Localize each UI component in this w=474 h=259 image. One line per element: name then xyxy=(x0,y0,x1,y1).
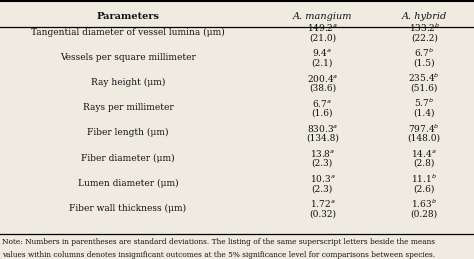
Text: Fiber length (μm): Fiber length (μm) xyxy=(87,128,169,138)
Text: Tangential diameter of vessel lumina (μm): Tangential diameter of vessel lumina (μm… xyxy=(31,28,225,37)
Text: (21.0): (21.0) xyxy=(309,33,336,42)
Text: 149.2$^{a}$: 149.2$^{a}$ xyxy=(307,22,338,33)
Text: 133.2$^{b}$: 133.2$^{b}$ xyxy=(409,22,440,34)
Text: 235.4$^{b}$: 235.4$^{b}$ xyxy=(409,72,440,84)
Text: 6.7$^{a}$: 6.7$^{a}$ xyxy=(312,98,332,109)
Text: 5.7$^{b}$: 5.7$^{b}$ xyxy=(414,97,434,109)
Text: 1.63$^{b}$: 1.63$^{b}$ xyxy=(411,198,437,210)
Text: 830.3$^{a}$: 830.3$^{a}$ xyxy=(307,123,338,134)
Text: (0.28): (0.28) xyxy=(410,209,438,218)
Text: A. mangium: A. mangium xyxy=(292,12,352,21)
Text: (1.4): (1.4) xyxy=(413,109,435,118)
Text: 14.4$^{a}$: 14.4$^{a}$ xyxy=(411,148,437,159)
Text: (2.3): (2.3) xyxy=(312,184,333,193)
Text: Parameters: Parameters xyxy=(97,12,159,21)
Text: 11.1$^{b}$: 11.1$^{b}$ xyxy=(411,172,437,185)
Text: Fiber wall thickness (μm): Fiber wall thickness (μm) xyxy=(69,204,187,213)
Text: values within columns denotes insignificant outcomes at the 5% significance leve: values within columns denotes insignific… xyxy=(2,251,436,259)
Text: Fiber diameter (μm): Fiber diameter (μm) xyxy=(81,153,175,163)
Text: A. hybrid: A. hybrid xyxy=(401,12,447,21)
Text: (1.5): (1.5) xyxy=(413,59,435,68)
Text: (1.6): (1.6) xyxy=(311,109,333,118)
Text: (0.32): (0.32) xyxy=(309,209,336,218)
Text: (148.0): (148.0) xyxy=(408,134,441,143)
Text: (51.6): (51.6) xyxy=(410,84,438,93)
Text: 6.7$^{b}$: 6.7$^{b}$ xyxy=(414,47,434,59)
Text: (38.6): (38.6) xyxy=(309,84,336,93)
Text: 9.4$^{a}$: 9.4$^{a}$ xyxy=(312,47,332,59)
Text: 797.4$^{b}$: 797.4$^{b}$ xyxy=(409,122,440,134)
Text: (2.3): (2.3) xyxy=(312,159,333,168)
Text: Rays per millimeter: Rays per millimeter xyxy=(82,103,173,112)
Text: (134.8): (134.8) xyxy=(306,134,339,143)
Text: 13.8$^{a}$: 13.8$^{a}$ xyxy=(310,148,335,159)
Text: 200.4$^{a}$: 200.4$^{a}$ xyxy=(307,73,338,84)
Text: (2.1): (2.1) xyxy=(311,59,333,68)
Text: (22.2): (22.2) xyxy=(411,33,438,42)
Text: (2.8): (2.8) xyxy=(413,159,435,168)
Text: Vessels per square millimeter: Vessels per square millimeter xyxy=(60,53,196,62)
Text: (2.6): (2.6) xyxy=(413,184,435,193)
Text: 1.72$^{a}$: 1.72$^{a}$ xyxy=(310,198,335,209)
Text: Lumen diameter (μm): Lumen diameter (μm) xyxy=(78,178,178,188)
Text: 10.3$^{a}$: 10.3$^{a}$ xyxy=(310,173,335,184)
Text: Ray height (μm): Ray height (μm) xyxy=(91,78,165,87)
Text: Note: Numbers in parentheses are standard deviations. The listing of the same su: Note: Numbers in parentheses are standar… xyxy=(2,238,436,246)
